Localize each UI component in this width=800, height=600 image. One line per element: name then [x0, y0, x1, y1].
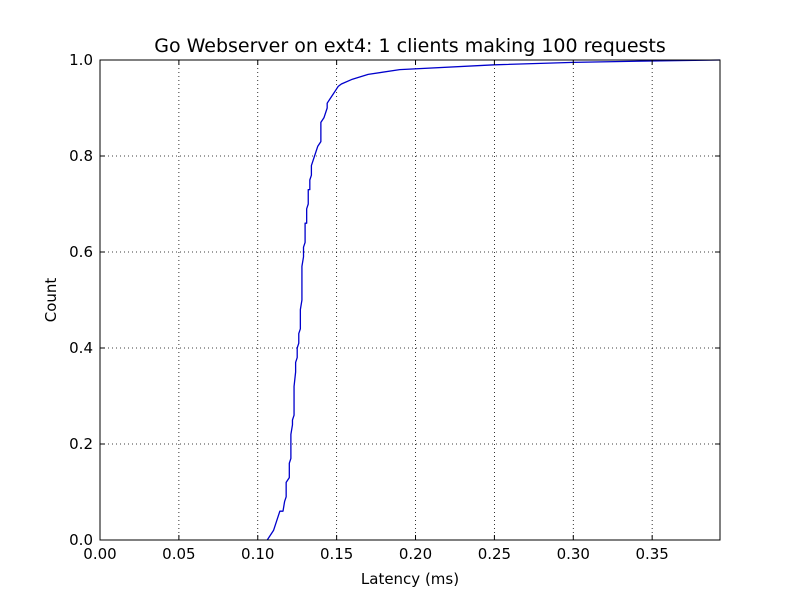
- x-tick-label: 0.30: [557, 545, 590, 563]
- x-tick-label: 0.35: [635, 545, 668, 563]
- chart-title: Go Webserver on ext4: 1 clients making 1…: [154, 35, 666, 57]
- y-tick-label: 0.0: [69, 531, 93, 549]
- x-tick-label: 0.10: [241, 545, 274, 563]
- x-axis-label: Latency (ms): [361, 570, 459, 588]
- axis-ticks: [99, 59, 720, 541]
- x-tick-label: 0.25: [478, 545, 511, 563]
- x-tick-label: 0.00: [83, 545, 116, 563]
- y-tick-label: 0.2: [69, 435, 93, 453]
- x-tick-label: 0.15: [320, 545, 353, 563]
- y-tick-label: 1.0: [69, 51, 93, 69]
- y-tick-label: 0.6: [69, 243, 93, 261]
- plot-frame: [99, 59, 721, 541]
- tick-labels: 0.00 0.05 0.10 0.15 0.20 0.25 0.30 0.35 0.0 0.2 0.…: [69, 51, 669, 563]
- y-tick-label: 0.8: [69, 147, 93, 165]
- y-tick-label: 0.4: [69, 339, 93, 357]
- grid-lines: [100, 60, 720, 540]
- x-tick-label: 0.05: [162, 545, 195, 563]
- x-tick-label: 0.20: [399, 545, 432, 563]
- series-layer: [266, 59, 721, 541]
- y-axis-label: Count: [42, 278, 60, 323]
- series-line: [266, 59, 721, 541]
